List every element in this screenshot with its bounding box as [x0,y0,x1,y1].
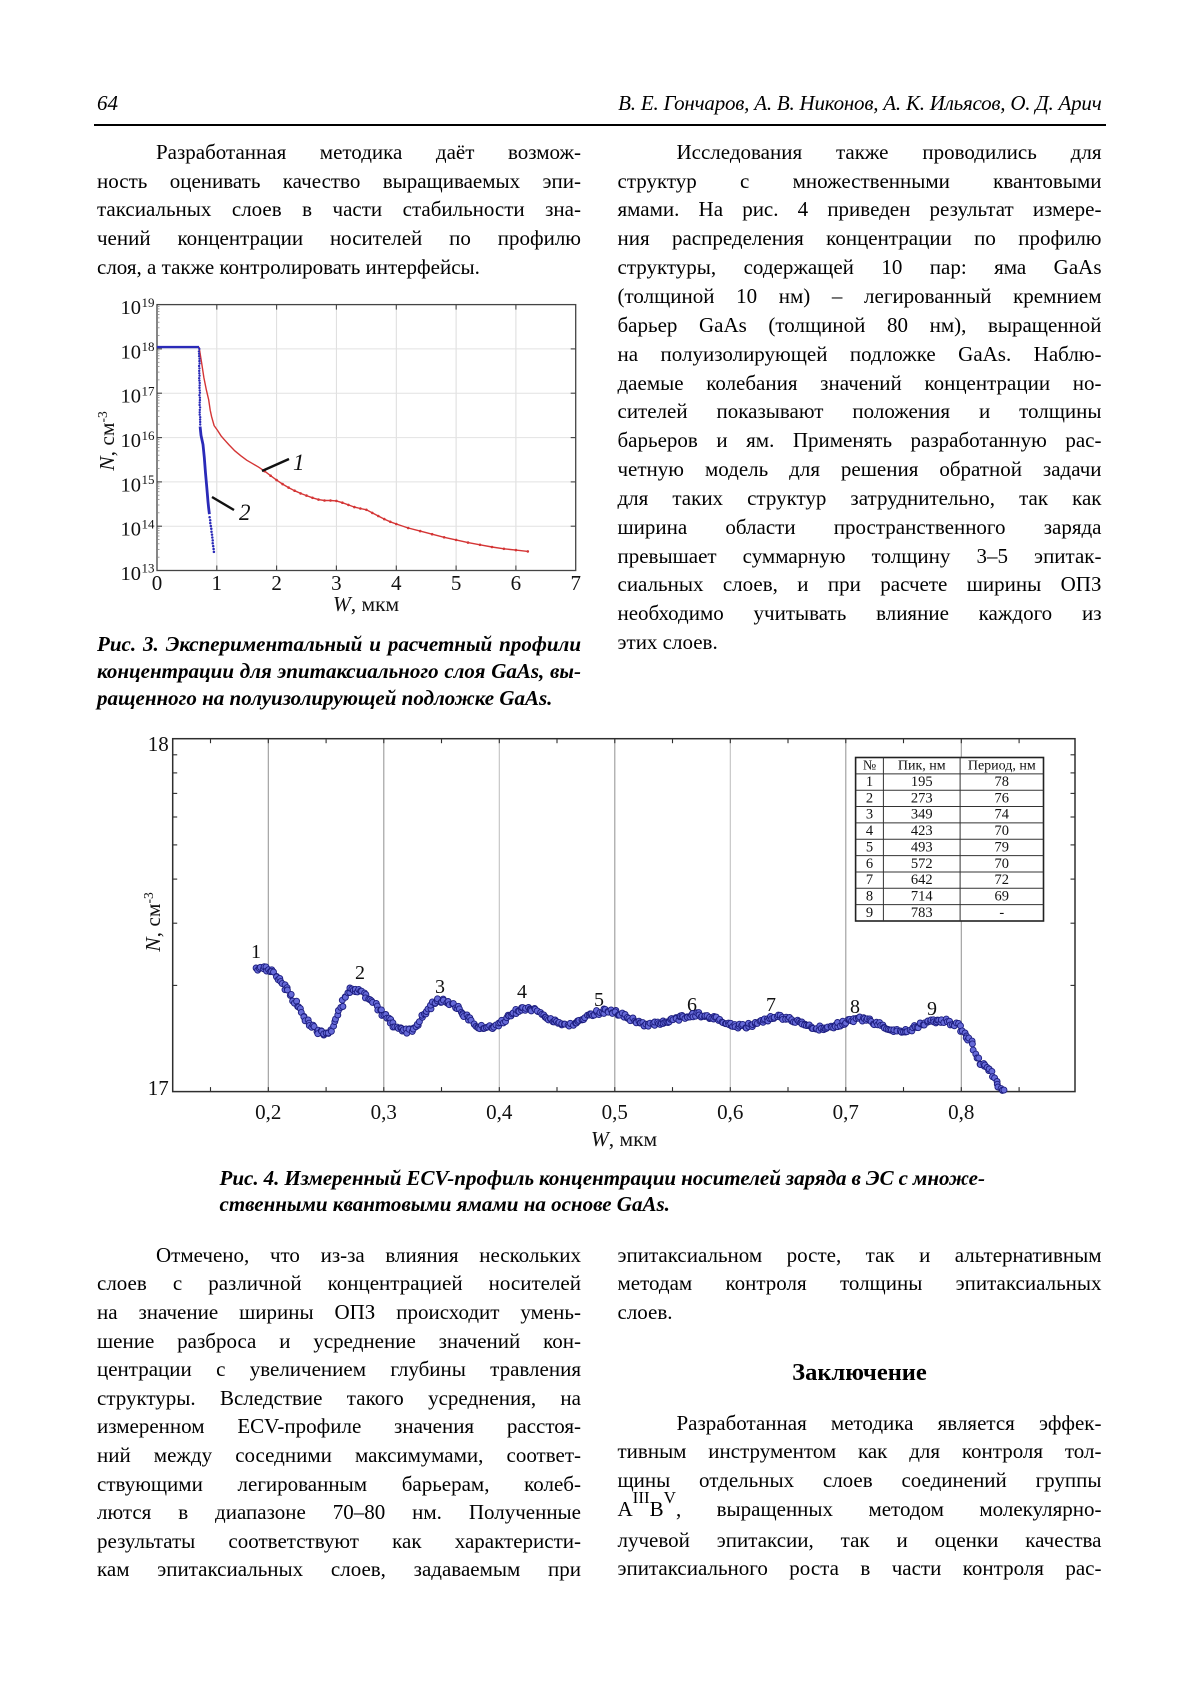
svg-text:10: 10 [121,341,142,363]
svg-text:9: 9 [927,998,937,1020]
svg-text:0,8: 0,8 [948,1100,974,1124]
svg-text:5: 5 [451,571,462,595]
svg-text:783: 783 [911,905,933,921]
svg-text:78: 78 [995,774,1010,790]
svg-text:70: 70 [995,856,1010,872]
svg-text:W, мкм: W, мкм [333,592,400,616]
svg-text:3: 3 [435,976,445,998]
svg-text:16: 16 [142,428,156,443]
svg-text:1: 1 [212,571,223,595]
svg-text:18: 18 [148,732,169,756]
svg-text:0,6: 0,6 [717,1100,743,1124]
svg-text:423: 423 [911,823,933,839]
svg-text:714: 714 [911,888,934,904]
svg-text:N, см-3: N, см-3 [95,411,119,472]
svg-text:6: 6 [866,856,873,872]
svg-text:72: 72 [995,872,1010,888]
svg-text:17: 17 [148,1076,169,1100]
svg-text:17: 17 [142,383,156,398]
svg-text:2: 2 [271,571,282,595]
svg-text:195: 195 [911,774,933,790]
svg-text:69: 69 [995,888,1010,904]
svg-text:4: 4 [391,571,402,595]
svg-text:572: 572 [911,856,933,872]
svg-text:4: 4 [517,981,527,1003]
svg-text:273: 273 [911,790,933,806]
svg-text:642: 642 [911,872,933,888]
svg-text:15: 15 [142,472,155,487]
svg-text:349: 349 [911,807,933,823]
svg-text:-: - [999,905,1004,921]
svg-text:18: 18 [142,339,155,354]
svg-text:6: 6 [687,994,697,1016]
svg-text:0: 0 [152,571,163,595]
svg-text:8: 8 [850,996,860,1018]
svg-text:13: 13 [142,561,155,576]
svg-text:0,5: 0,5 [602,1100,628,1124]
svg-text:1: 1 [251,941,261,963]
svg-text:3: 3 [331,571,342,595]
svg-text:10: 10 [121,563,142,585]
svg-text:14: 14 [142,516,156,531]
svg-text:0,4: 0,4 [486,1100,513,1124]
svg-text:10: 10 [121,297,142,319]
svg-text:3: 3 [866,807,873,823]
svg-text:0,3: 0,3 [371,1100,397,1124]
svg-text:8: 8 [866,888,873,904]
svg-text:10: 10 [121,430,142,452]
svg-text:5: 5 [594,989,604,1011]
svg-text:7: 7 [570,571,581,595]
svg-text:1: 1 [866,774,873,790]
svg-text:7: 7 [866,872,873,888]
svg-text:0,2: 0,2 [255,1100,281,1124]
svg-text:6: 6 [511,571,522,595]
svg-text:70: 70 [995,823,1010,839]
svg-text:N, см-3: N, см-3 [141,892,165,953]
svg-text:5: 5 [866,839,873,855]
svg-text:10: 10 [121,474,142,496]
svg-text:10: 10 [121,386,142,408]
svg-text:74: 74 [995,807,1010,823]
svg-text:Пик, нм: Пик, нм [898,759,946,774]
svg-text:10: 10 [121,519,142,541]
svg-text:493: 493 [911,839,933,855]
svg-text:76: 76 [995,790,1010,806]
svg-text:79: 79 [995,839,1010,855]
svg-text:1: 1 [293,450,305,475]
svg-text:2: 2 [239,500,251,525]
svg-text:Период, нм: Период, нм [968,759,1036,774]
svg-text:№: № [863,759,876,774]
svg-text:0,7: 0,7 [833,1100,859,1124]
svg-text:4: 4 [866,823,874,839]
svg-text:2: 2 [355,962,365,984]
svg-text:19: 19 [142,295,155,310]
svg-text:W, мкм: W, мкм [591,1127,658,1151]
svg-text:7: 7 [766,994,776,1016]
svg-text:2: 2 [866,790,873,806]
svg-text:9: 9 [866,905,873,921]
